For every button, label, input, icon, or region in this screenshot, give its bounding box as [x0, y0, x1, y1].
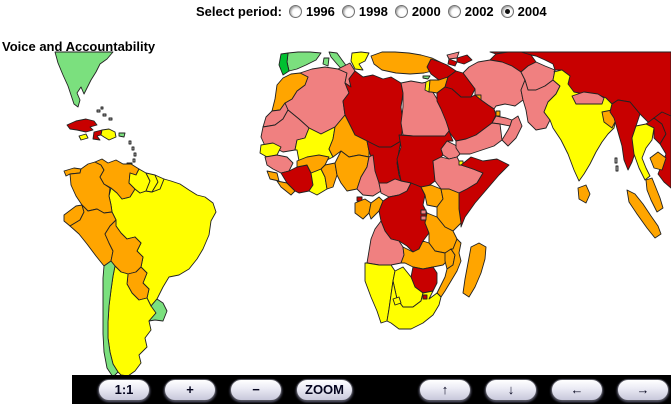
- region-cambodia[interactable]: [649, 151, 667, 171]
- zoom-out-button[interactable]: −: [230, 378, 282, 401]
- region-swaziland[interactable]: [422, 294, 428, 300]
- region-burundi[interactable]: [420, 215, 427, 221]
- period-option-2000[interactable]: 2000: [394, 3, 441, 19]
- region-thailand[interactable]: [631, 123, 655, 181]
- pan-down-button[interactable]: ↓: [485, 378, 537, 401]
- period-label-1996: 1996: [305, 3, 335, 19]
- period-option-1996[interactable]: 1996: [288, 3, 335, 19]
- actual-size-button[interactable]: 1:1: [98, 378, 150, 401]
- region-chile[interactable]: [102, 260, 119, 378]
- zoom-in-button[interactable]: +: [164, 378, 216, 401]
- zoom-mode-button[interactable]: ZOOM: [296, 378, 353, 401]
- region-nepal[interactable]: [571, 91, 605, 105]
- region-dominican-republic[interactable]: [100, 128, 117, 141]
- period-label-1998: 1998: [358, 3, 388, 19]
- region-somalia[interactable]: [458, 156, 510, 228]
- region-french-guiana[interactable]: [151, 174, 165, 193]
- period-label-2004: 2004: [517, 3, 547, 19]
- region-usa[interactable]: [54, 51, 114, 108]
- map-toolbar: 1:1 + − ZOOM ↑ ↓ ← →: [72, 375, 671, 404]
- region-sri-lanka[interactable]: [577, 184, 591, 204]
- period-label-2002: 2002: [464, 3, 494, 19]
- region-rwanda[interactable]: [420, 209, 427, 215]
- region-sumatra[interactable]: [626, 189, 662, 239]
- region-burkina-faso[interactable]: [296, 154, 330, 174]
- zoom-button-group: 1:1 + − ZOOM: [98, 378, 353, 401]
- region-lesser-antilles[interactable]: [128, 140, 137, 163]
- region-portugal[interactable]: [278, 52, 290, 76]
- region-puerto-rico[interactable]: [118, 132, 126, 138]
- radio-selected-dot: [504, 8, 510, 14]
- region-bahamas[interactable]: [96, 106, 113, 121]
- region-angola[interactable]: [366, 220, 405, 266]
- region-lesotho[interactable]: [392, 296, 402, 306]
- region-azerbaijan[interactable]: [456, 54, 473, 65]
- region-gabon[interactable]: [354, 198, 372, 220]
- region-sierra-leone[interactable]: [266, 170, 280, 182]
- period-radio-2004-selected[interactable]: [500, 4, 514, 18]
- region-oman[interactable]: [501, 115, 523, 147]
- region-myanmar[interactable]: [609, 99, 641, 171]
- period-option-2004[interactable]: 2004: [500, 3, 547, 19]
- region-andaman-islands[interactable]: [614, 157, 619, 172]
- region-guinea[interactable]: [264, 154, 294, 174]
- region-armenia[interactable]: [447, 58, 458, 67]
- region-malaysia[interactable]: [645, 177, 664, 213]
- page-title: Voice and Accountability: [2, 39, 156, 54]
- period-option-2002[interactable]: 2002: [447, 3, 494, 19]
- period-selector: Select period: 1996 1998 2000 2002 2004: [196, 3, 547, 19]
- period-radio-1998[interactable]: [341, 4, 355, 18]
- period-option-1998[interactable]: 1998: [341, 3, 388, 19]
- period-radio-1996[interactable]: [288, 4, 302, 18]
- region-madagascar[interactable]: [462, 242, 487, 298]
- pan-left-button[interactable]: ←: [551, 378, 603, 401]
- period-radio-2002[interactable]: [447, 4, 461, 18]
- region-yemen[interactable]: [455, 122, 503, 155]
- period-label-2000: 2000: [411, 3, 441, 19]
- region-jamaica[interactable]: [78, 133, 89, 141]
- region-cuba[interactable]: [66, 118, 98, 133]
- region-cyprus[interactable]: [422, 75, 431, 80]
- region-qatar[interactable]: [495, 110, 501, 117]
- period-radio-2000[interactable]: [394, 4, 408, 18]
- pan-button-group: ↑ ↓ ← →: [419, 378, 669, 401]
- region-uruguay[interactable]: [148, 298, 168, 322]
- period-options: 1996 1998 2000 2002 2004: [282, 4, 547, 19]
- period-selector-label: Select period:: [196, 3, 282, 19]
- pan-up-button[interactable]: ↑: [419, 378, 471, 401]
- pan-right-button[interactable]: →: [617, 378, 669, 401]
- region-liberia[interactable]: [276, 180, 296, 196]
